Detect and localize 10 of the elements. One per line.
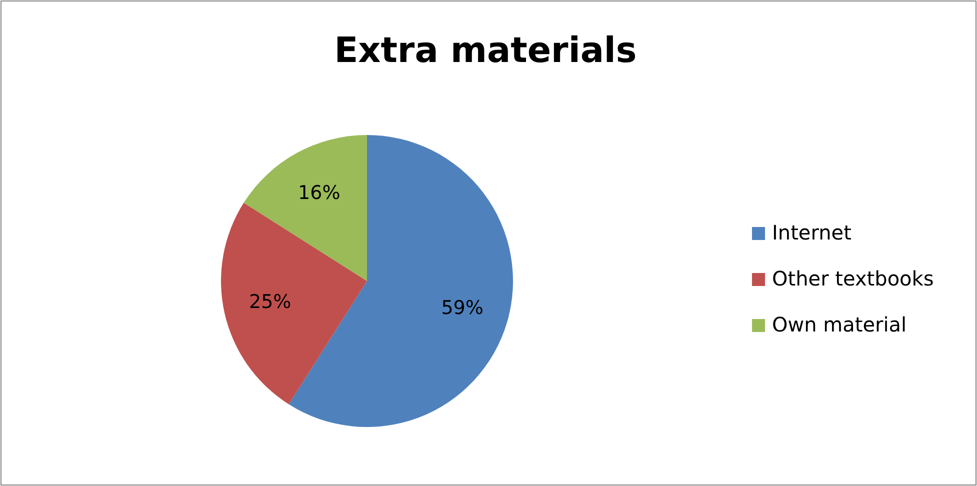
legend-label: Other textbooks: [772, 266, 934, 290]
legend-label: Internet: [772, 220, 852, 244]
data-label: 16%: [298, 182, 340, 204]
legend-label: Own material: [772, 312, 907, 336]
pie-slice: [244, 135, 367, 281]
pie-slice: [221, 202, 367, 404]
pie-slice: [288, 135, 513, 427]
data-label: 25%: [248, 290, 292, 313]
chart-title: Extra materials: [334, 31, 637, 71]
data-label: 59%: [441, 296, 484, 319]
